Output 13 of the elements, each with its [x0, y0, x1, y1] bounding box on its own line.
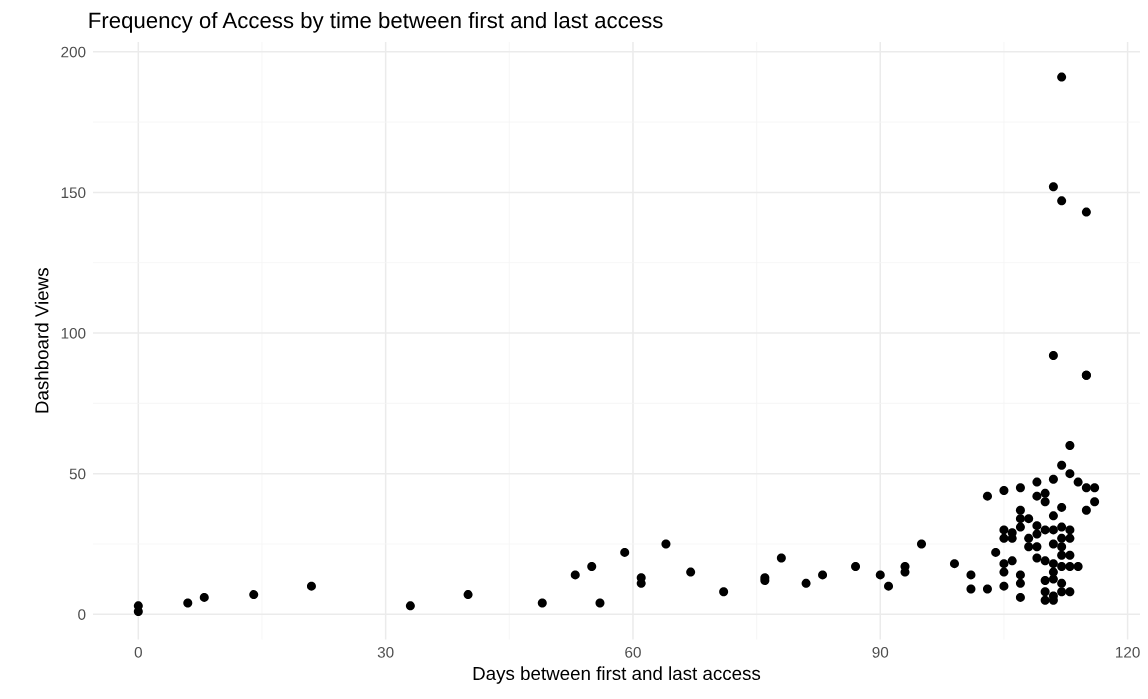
y-tick-label: 150: [61, 187, 86, 199]
y-tick-label: 50: [69, 468, 86, 480]
y-axis-title: Dashboard Views: [34, 268, 49, 413]
y-tick-label: 200: [61, 46, 86, 58]
y-tick-label: 0: [78, 609, 86, 620]
x-tick-label: 0: [134, 646, 142, 658]
chart-title: Frequency of Access by time between first and last access: [89, 11, 663, 33]
y-tick-label: 100: [61, 327, 86, 339]
x-tick-label: 60: [625, 646, 641, 658]
x-tick-label: 30: [377, 646, 394, 658]
x-tick-label: 120: [1116, 646, 1140, 658]
x-axis-title: Days between first and last access: [473, 666, 761, 684]
x-tick-label: 90: [872, 646, 889, 658]
